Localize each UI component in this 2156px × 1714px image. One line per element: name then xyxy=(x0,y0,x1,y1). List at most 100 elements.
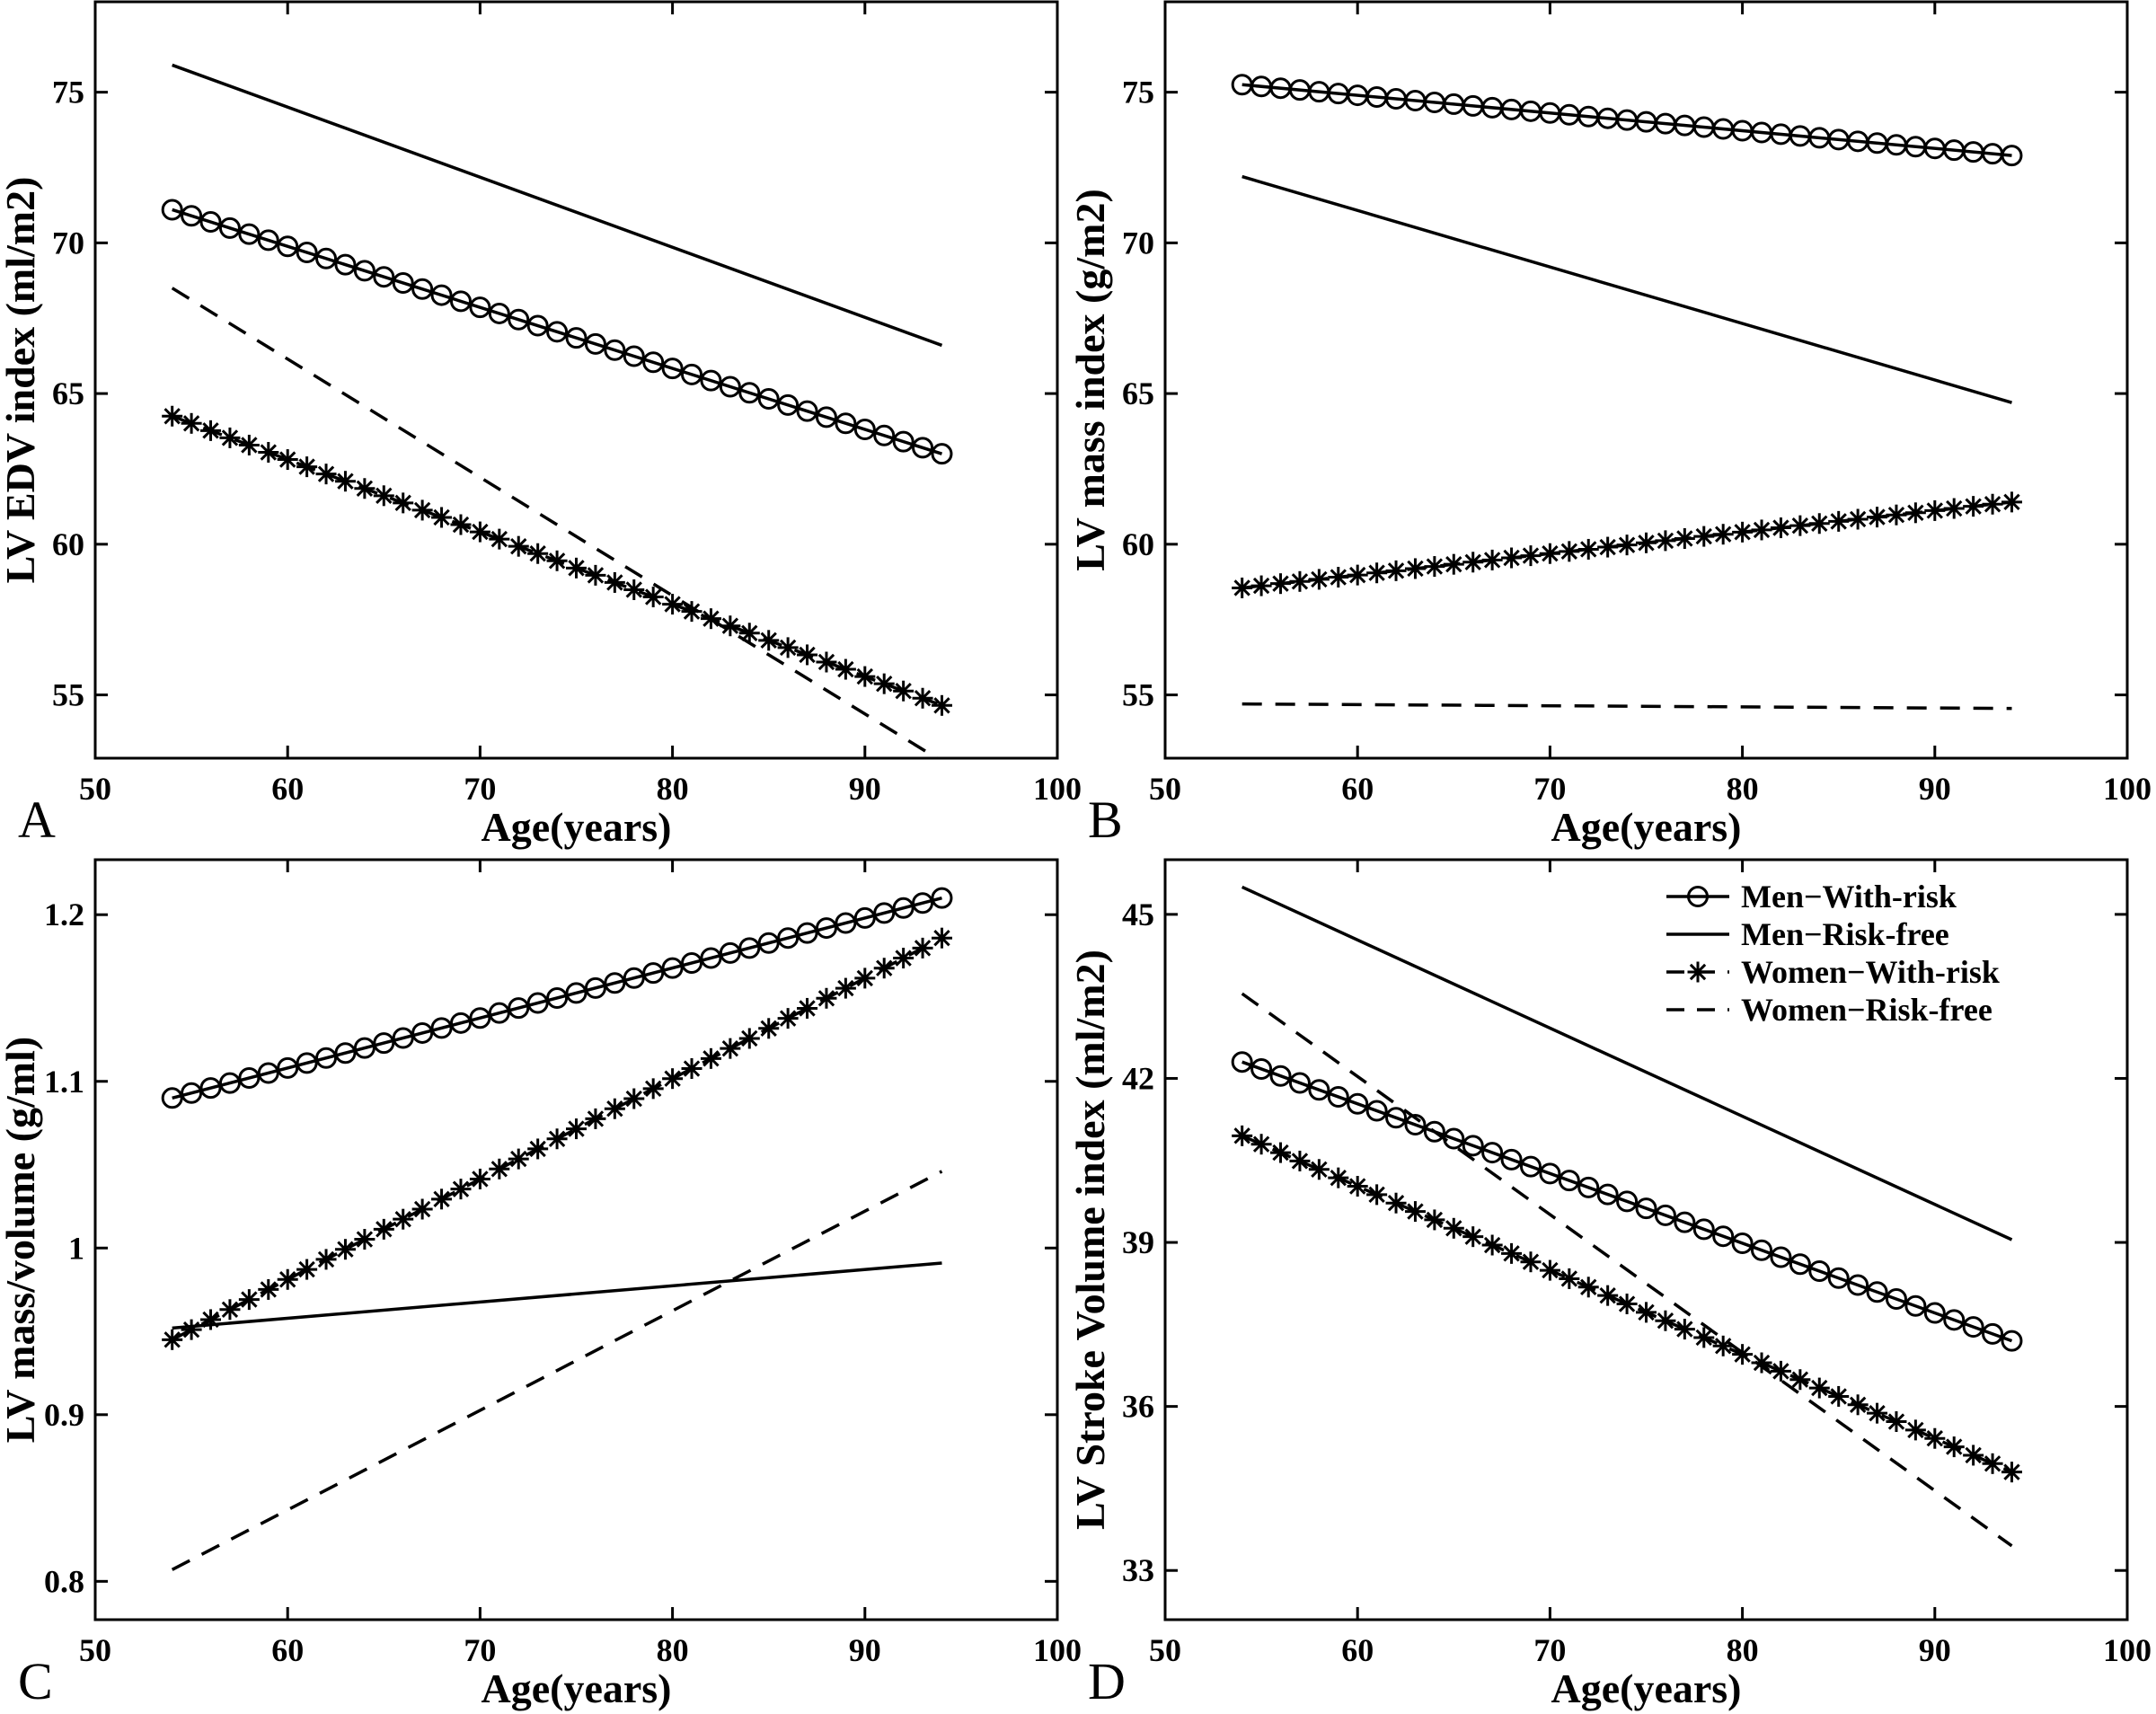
asterisk-marker xyxy=(642,1078,664,1100)
asterisk-marker xyxy=(1712,1335,1734,1356)
circle-marker xyxy=(373,1032,395,1055)
legend-label: Men−Risk-free xyxy=(1741,916,1949,952)
circle-marker xyxy=(430,1017,453,1039)
asterisk-marker xyxy=(1904,1419,1926,1441)
asterisk-marker xyxy=(315,1249,337,1270)
x-tick-label: 80 xyxy=(657,771,689,807)
asterisk-marker xyxy=(527,1138,549,1160)
asterisk-marker xyxy=(1424,1209,1445,1231)
asterisk-marker xyxy=(2001,491,2022,513)
circle-marker xyxy=(700,369,722,392)
circle-marker xyxy=(1687,886,1709,907)
circle-marker xyxy=(1847,1274,1869,1296)
asterisk-marker xyxy=(527,543,549,564)
circle-marker xyxy=(604,339,626,361)
circle-marker xyxy=(873,902,896,924)
asterisk-marker xyxy=(1886,1411,1907,1433)
panel-B-men-with-risk-line xyxy=(1241,83,2012,157)
circle-marker xyxy=(315,1047,338,1069)
x-tick-label: 60 xyxy=(271,771,304,807)
asterisk-marker xyxy=(1847,1394,1869,1416)
circle-marker xyxy=(565,327,588,349)
asterisk-marker xyxy=(546,1128,568,1150)
circle-marker xyxy=(508,308,530,331)
asterisk-marker xyxy=(1481,1234,1503,1256)
y-tick-label: 1 xyxy=(68,1230,84,1266)
x-tick-label: 50 xyxy=(79,1632,111,1668)
circle-marker xyxy=(1500,1148,1523,1171)
asterisk-marker xyxy=(1597,1285,1619,1306)
y-tick-label: 65 xyxy=(52,375,84,411)
circle-marker xyxy=(584,976,606,999)
asterisk-marker xyxy=(1270,1142,1292,1163)
asterisk-marker xyxy=(469,1168,490,1189)
asterisk-marker xyxy=(662,594,684,615)
circle-marker xyxy=(469,1007,491,1029)
legend-entry-men-with-risk: Men−With-risk xyxy=(1666,879,1957,914)
asterisk-marker xyxy=(797,997,818,1019)
circle-marker xyxy=(277,1056,299,1079)
asterisk-marker xyxy=(758,1018,780,1039)
asterisk-marker xyxy=(1828,1385,1850,1407)
asterisk-marker xyxy=(1751,519,1772,541)
circle-marker xyxy=(1288,1072,1311,1094)
circle-marker xyxy=(373,266,395,288)
circle-marker xyxy=(1519,1155,1542,1178)
circle-marker xyxy=(1827,1267,1850,1289)
circle-marker xyxy=(835,912,857,934)
circle-marker xyxy=(488,1002,510,1024)
circle-marker xyxy=(661,957,684,979)
panel-A: 50 60 70 80 90 100 55 60 65 70 75 Age(years) LV EDV … xyxy=(0,0,1082,850)
asterisk-marker xyxy=(1443,553,1464,575)
asterisk-marker xyxy=(1366,1184,1388,1206)
asterisk-marker xyxy=(200,1309,222,1330)
circle-marker xyxy=(912,437,934,459)
asterisk-marker xyxy=(469,521,490,543)
asterisk-marker xyxy=(1636,1302,1657,1323)
panel-letter-C: C xyxy=(18,1652,53,1710)
panel-letter-D: D xyxy=(1088,1652,1126,1710)
legend-label: Women−Risk-free xyxy=(1741,992,1993,1028)
circle-marker xyxy=(912,892,934,914)
asterisk-marker xyxy=(1328,567,1349,588)
x-tick-label: 60 xyxy=(1341,1632,1374,1668)
circle-marker xyxy=(296,242,318,264)
circle-marker xyxy=(757,932,780,954)
asterisk-marker xyxy=(1289,570,1311,592)
asterisk-marker xyxy=(277,1268,298,1290)
circle-marker xyxy=(738,382,761,404)
asterisk-marker xyxy=(1385,560,1407,581)
asterisk-marker xyxy=(1462,552,1484,573)
plot-box xyxy=(93,0,1059,760)
circle-marker xyxy=(334,1042,357,1065)
circle-marker xyxy=(1654,1204,1676,1226)
circle-marker xyxy=(642,962,665,985)
asterisk-marker xyxy=(623,579,645,600)
asterisk-marker xyxy=(1963,496,1984,517)
asterisk-marker xyxy=(1904,502,1926,524)
asterisk-marker xyxy=(854,666,876,687)
asterisk-marker xyxy=(1687,961,1709,983)
asterisk-marker xyxy=(931,694,952,716)
asterisk-marker xyxy=(258,1278,279,1300)
asterisk-marker xyxy=(623,1088,645,1109)
asterisk-marker xyxy=(1867,507,1888,528)
asterisk-marker xyxy=(1847,508,1869,530)
circle-marker xyxy=(430,284,453,306)
asterisk-marker xyxy=(1539,543,1560,564)
circle-marker xyxy=(681,952,703,975)
asterisk-marker xyxy=(1943,498,1965,519)
asterisk-marker xyxy=(797,644,818,666)
circle-marker xyxy=(526,314,549,337)
panel-C-women-risk-free-line xyxy=(171,1170,943,1571)
asterisk-marker xyxy=(373,485,394,507)
circle-marker xyxy=(1539,1162,1561,1185)
legend-entry-women-with-risk: Women−With-risk xyxy=(1666,954,2000,990)
circle-marker xyxy=(1423,1120,1445,1143)
asterisk-marker xyxy=(1982,493,2003,515)
asterisk-marker xyxy=(1770,517,1791,539)
circle-marker xyxy=(296,1052,318,1074)
circle-marker xyxy=(1616,1190,1639,1213)
y-tick-label: 36 xyxy=(1122,1389,1154,1425)
asterisk-marker xyxy=(642,587,664,608)
